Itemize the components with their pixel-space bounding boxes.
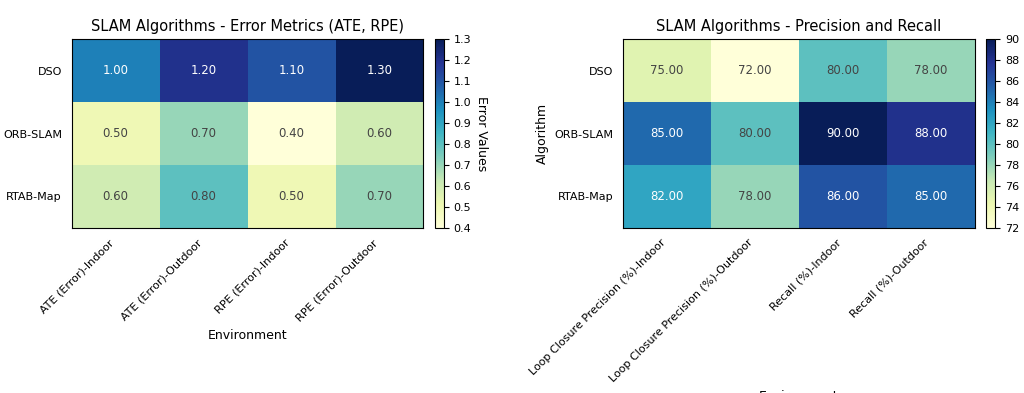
Text: 88.00: 88.00	[914, 127, 947, 140]
Text: 80.00: 80.00	[738, 127, 772, 140]
Title: SLAM Algorithms - Error Metrics (ATE, RPE): SLAM Algorithms - Error Metrics (ATE, RP…	[91, 19, 403, 34]
Text: 1.10: 1.10	[279, 64, 304, 77]
Text: 90.00: 90.00	[826, 127, 859, 140]
Text: 0.40: 0.40	[279, 127, 304, 140]
Text: 72.00: 72.00	[738, 64, 772, 77]
Y-axis label: Algorithm: Algorithm	[536, 103, 549, 164]
Text: 0.60: 0.60	[367, 127, 392, 140]
Text: 0.70: 0.70	[367, 190, 392, 203]
Title: SLAM Algorithms - Precision and Recall: SLAM Algorithms - Precision and Recall	[656, 19, 941, 34]
Text: 86.00: 86.00	[826, 190, 859, 203]
Text: 75.00: 75.00	[650, 64, 684, 77]
Text: 78.00: 78.00	[738, 190, 772, 203]
Text: 0.80: 0.80	[190, 190, 216, 203]
X-axis label: Environment: Environment	[208, 329, 287, 342]
Text: 1.30: 1.30	[367, 64, 392, 77]
Text: 80.00: 80.00	[826, 64, 859, 77]
Text: 0.50: 0.50	[279, 190, 304, 203]
Text: 1.00: 1.00	[102, 64, 129, 77]
Text: 85.00: 85.00	[914, 190, 947, 203]
Text: 78.00: 78.00	[914, 64, 947, 77]
Text: 82.00: 82.00	[650, 190, 684, 203]
Y-axis label: Error Values: Error Values	[475, 96, 488, 171]
Text: 0.60: 0.60	[102, 190, 129, 203]
Text: 1.20: 1.20	[190, 64, 216, 77]
Text: 0.50: 0.50	[102, 127, 129, 140]
Text: 85.00: 85.00	[650, 127, 684, 140]
X-axis label: Environment: Environment	[759, 390, 839, 393]
Text: 0.70: 0.70	[190, 127, 216, 140]
